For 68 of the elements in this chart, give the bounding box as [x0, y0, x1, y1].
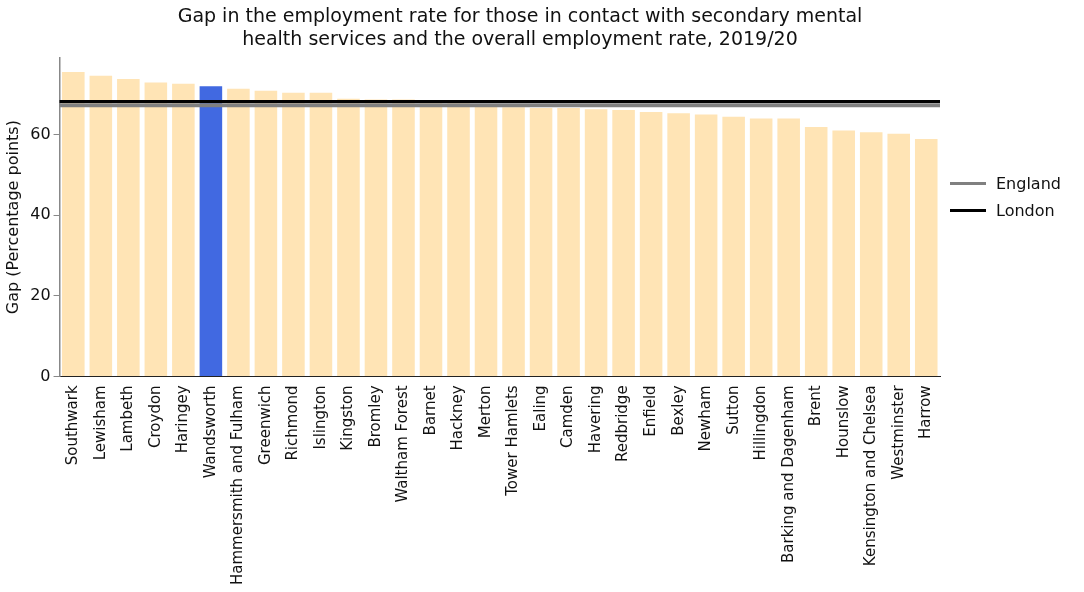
x-tick-label: Merton — [475, 385, 494, 439]
x-tick-label: Barking and Dagenham — [778, 385, 797, 563]
bar — [859, 132, 883, 376]
bar — [337, 98, 360, 376]
x-tick-label: Camden — [558, 385, 577, 448]
bar — [529, 107, 553, 376]
x-tick-label: Hounslow — [833, 385, 852, 459]
bar — [117, 78, 140, 376]
x-tick-label: Kensington and Chelsea — [861, 385, 880, 567]
x-tick-label: Wandsworth — [200, 385, 219, 479]
x-tick-label: Redbridge — [613, 385, 632, 463]
bar — [749, 118, 773, 376]
bar — [914, 139, 938, 376]
x-tick-label: Barnet — [420, 385, 439, 436]
bar — [309, 92, 333, 376]
bar — [89, 75, 113, 376]
bar — [502, 107, 525, 376]
x-tick-label: Enfield — [641, 385, 659, 437]
x-tick-label: Hammersmith and Fulham — [228, 385, 247, 585]
bar — [584, 109, 608, 376]
bar — [199, 86, 223, 376]
bar — [667, 113, 690, 376]
x-tick-label: Bromley — [365, 385, 384, 448]
x-tick-label: Richmond — [283, 385, 302, 461]
bar — [639, 112, 663, 376]
x-tick-label: Greenwich — [255, 385, 274, 465]
x-tick-label: Kingston — [338, 385, 357, 451]
y-tick-label: 40 — [30, 204, 51, 224]
bar — [144, 82, 168, 376]
legend-label: London — [996, 201, 1055, 220]
bar — [282, 92, 305, 376]
x-tick-label: Havering — [585, 385, 604, 454]
bar — [557, 107, 580, 376]
x-tick-label: Islington — [310, 385, 329, 450]
x-tick-label: Brent — [806, 385, 825, 427]
bar — [832, 130, 855, 376]
bar — [804, 126, 828, 376]
x-tick-label: Waltham Forest — [393, 385, 412, 503]
x-tick-label: Lewisham — [90, 385, 109, 461]
x-tick-label: Ealing — [530, 385, 549, 432]
x-tick-label: Hillingdon — [751, 385, 770, 461]
bar — [612, 109, 635, 376]
y-tick-label: 20 — [30, 284, 51, 304]
bar — [62, 72, 85, 376]
y-tick-label: 60 — [30, 123, 51, 143]
x-tick-label: Lambeth — [118, 385, 137, 452]
bar — [777, 118, 800, 376]
x-tick-label: Croydon — [145, 385, 164, 448]
bar — [227, 88, 250, 376]
legend-label: England — [996, 174, 1061, 193]
bar — [887, 133, 911, 376]
chart-title: Gap in the employment rate for those in contact with secondary mental health services and the overall employment rate, 2019/20 — [176, 4, 864, 50]
x-tick-label: Westminster — [888, 384, 907, 480]
x-tick-label: Newham — [696, 385, 715, 452]
x-tick-label: Tower Hamlets — [503, 385, 522, 497]
x-tick-label: Haringey — [173, 385, 192, 454]
x-tick-label: Hackney — [448, 385, 467, 451]
y-tick-label: 0 — [40, 365, 51, 385]
x-tick-label: Bexley — [668, 385, 687, 436]
x-tick-label: Southwark — [63, 385, 82, 466]
x-tick-label: Sutton — [723, 385, 742, 435]
x-tick-label: Harrow — [916, 385, 935, 440]
bar — [474, 105, 498, 376]
bar — [172, 83, 195, 376]
bar — [694, 114, 718, 376]
y-axis-title: Gap (Percentage points) — [2, 120, 22, 315]
bar — [722, 116, 745, 376]
bar — [254, 90, 278, 376]
